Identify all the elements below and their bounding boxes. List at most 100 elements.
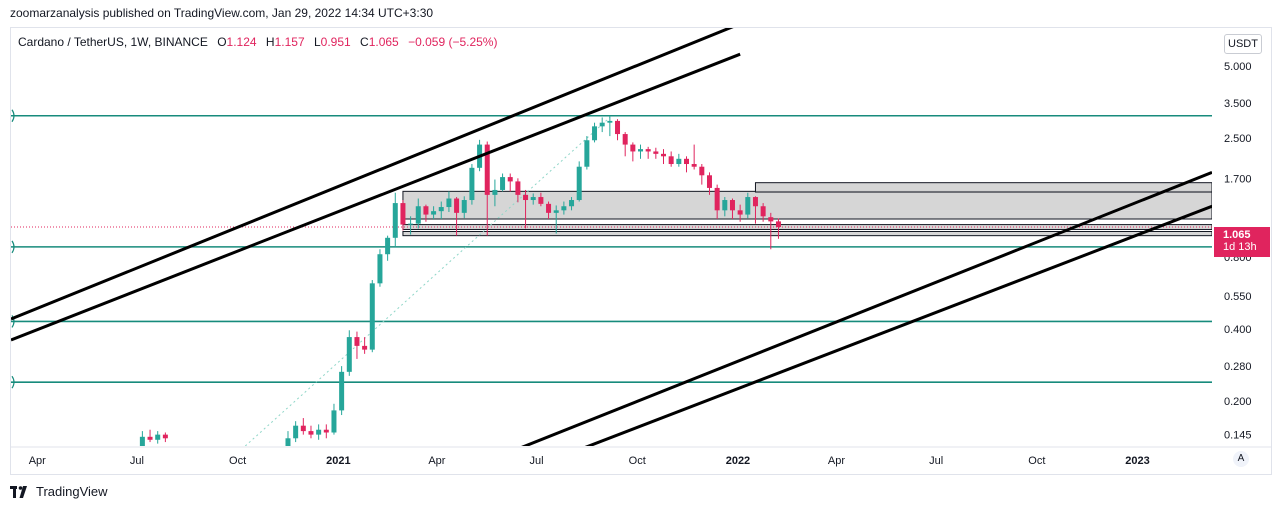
high-label: H <box>265 35 275 49</box>
price-tick-label: 0.200 <box>1224 396 1252 408</box>
time-tick-label: 2021 <box>326 455 350 467</box>
candle-body <box>615 120 621 135</box>
published-caption: zoomarzanalysis published on TradingView… <box>10 6 434 20</box>
candle-body <box>423 206 429 215</box>
candle-body <box>492 189 498 195</box>
candle-body <box>293 425 299 439</box>
time-tick-label: Oct <box>629 455 646 467</box>
candle-body <box>752 197 758 207</box>
candle-body <box>630 144 636 152</box>
close-label: C <box>360 35 369 49</box>
candle-body <box>722 200 728 211</box>
candle-body <box>162 434 168 439</box>
low-label: L <box>313 35 321 49</box>
candle-body <box>354 337 360 346</box>
candle-body <box>607 120 613 123</box>
time-tick-label: Apr <box>428 455 445 467</box>
last-price-tag: 1.065 1d 13h <box>1214 227 1270 257</box>
horizontal-level-layer <box>11 109 1212 389</box>
candle-body <box>438 207 444 212</box>
candle-body <box>569 200 575 207</box>
time-tick-label: Oct <box>1028 455 1045 467</box>
dotted-trend-line <box>244 117 611 446</box>
candle-body <box>530 197 536 201</box>
change-value: −0.059 (−5.25%) <box>408 35 498 49</box>
candle-body <box>599 122 605 127</box>
candle-body <box>454 198 460 213</box>
candle-body <box>316 429 322 435</box>
candle-body <box>775 221 781 227</box>
candle-body <box>461 200 467 213</box>
candle-body <box>507 177 513 182</box>
channel-trendline <box>11 52 741 342</box>
time-tick-label: Oct <box>229 455 246 467</box>
chart-pane[interactable] <box>10 27 1272 475</box>
candle-body <box>576 166 582 201</box>
price-zone <box>402 190 1212 220</box>
time-tick-label: Apr <box>828 455 845 467</box>
time-tick-label: 2023 <box>1125 455 1149 467</box>
candle-body <box>683 158 689 165</box>
candle-body <box>339 371 345 411</box>
time-axis: Apr Jul Oct 2021 Apr Jul Oct 2022 Apr Jul Oct 2023 <box>10 446 1272 467</box>
candle-body <box>408 223 414 225</box>
candle-body <box>385 237 391 255</box>
candle-body <box>745 197 751 215</box>
candle-body <box>484 144 490 195</box>
price-tick-label: 0.280 <box>1224 361 1252 373</box>
high-value: 1.157 <box>274 35 305 49</box>
candle-body <box>415 206 421 224</box>
channel-trendline <box>584 204 1212 446</box>
candle-body <box>392 203 398 238</box>
candle-body <box>523 194 529 201</box>
candle-body <box>469 167 475 201</box>
channel-trendline <box>521 170 1212 446</box>
candle-body <box>622 134 628 145</box>
time-tick-label: Jul <box>929 455 943 467</box>
time-tick-label: Apr <box>29 455 46 467</box>
candle-body <box>729 200 735 211</box>
candle-body <box>500 177 506 190</box>
candle-body <box>553 210 559 213</box>
currency-button[interactable]: USDT <box>1224 34 1262 54</box>
trendline-layer <box>11 28 1212 446</box>
candle-body <box>538 197 544 204</box>
candle-body <box>706 175 712 188</box>
candle-body <box>323 429 329 433</box>
price-zone <box>754 182 1212 193</box>
candle-body <box>714 187 720 211</box>
close-value: 1.065 <box>368 35 399 49</box>
candle-body <box>308 431 314 435</box>
candle-body <box>431 211 437 215</box>
candle-body <box>768 217 774 222</box>
candle-body <box>331 410 337 433</box>
candle-body <box>645 149 651 152</box>
low-value: 0.951 <box>320 35 351 49</box>
candle-body <box>147 436 153 440</box>
price-tick-label: 5.000 <box>1224 61 1252 73</box>
price-tick-label: 0.145 <box>1224 430 1252 442</box>
candle-body <box>653 151 659 154</box>
candle-body <box>155 434 161 440</box>
price-tick-label: 0.400 <box>1224 324 1252 336</box>
level-marker <box>11 375 15 389</box>
level-marker <box>11 315 15 328</box>
symbol-legend: Cardano / TetherUS, 1W, BINANCE O1.124 H… <box>18 35 497 49</box>
open-value: 1.124 <box>226 35 257 49</box>
candle-body <box>592 126 598 141</box>
time-tick-label: Jul <box>130 455 144 467</box>
bar-countdown: 1d 13h <box>1223 241 1257 253</box>
price-tick-label: 3.500 <box>1224 98 1252 110</box>
candle-body <box>668 156 674 165</box>
candle-body <box>515 181 521 195</box>
price-tick-label: 0.550 <box>1224 291 1252 303</box>
candle-body <box>139 436 145 446</box>
brand-name: TradingView <box>36 484 108 499</box>
candle-body <box>377 254 383 284</box>
price-tick-label: 1.700 <box>1224 173 1252 185</box>
candle-body <box>400 203 406 225</box>
time-tick-label: 2022 <box>726 455 750 467</box>
auto-scale-button[interactable]: A <box>1233 451 1249 467</box>
candle-body <box>362 345 368 350</box>
